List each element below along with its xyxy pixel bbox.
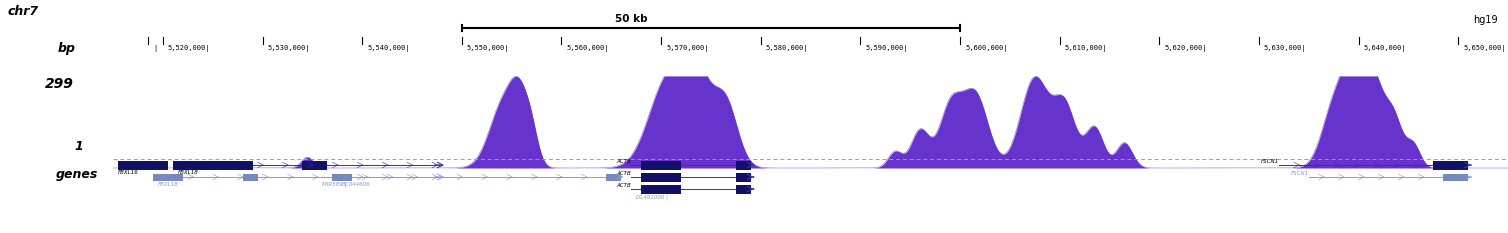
Text: |: | [152,45,157,52]
Bar [641,172,682,182]
Text: FSCN1: FSCN1 [1261,159,1279,164]
Bar [1443,174,1469,181]
Text: 5,610,000|: 5,610,000| [1065,45,1107,52]
Text: FBXL16: FBXL16 [118,171,139,175]
Text: 1: 1 [74,140,83,153]
Text: 5,540,000|: 5,540,000| [366,45,410,52]
Bar [736,185,751,193]
Bar [152,174,182,181]
Bar [303,161,327,169]
Text: 299: 299 [45,77,74,91]
Bar [1433,161,1469,169]
Text: genes: genes [56,168,98,181]
Text: BC044606: BC044606 [342,182,371,186]
Text: 5,550,000|: 5,550,000| [467,45,510,52]
Bar [736,161,751,169]
Text: FBXL18: FBXL18 [158,182,178,186]
Bar [243,174,258,181]
Text: hg19: hg19 [1473,15,1497,25]
Text: DL492006 |: DL492006 | [636,195,668,200]
Text: MIR589 |: MIR589 | [323,182,347,187]
Text: 5,560,000|: 5,560,000| [567,45,609,52]
Text: ACTB: ACTB [617,171,632,176]
Text: 5,630,000|: 5,630,000| [1264,45,1306,52]
Bar [641,185,682,193]
Text: 5,520,000|: 5,520,000| [167,45,211,52]
Text: 50 kb: 50 kb [615,14,647,24]
Text: ACTB: ACTB [617,159,632,164]
Text: 5,530,000|: 5,530,000| [267,45,311,52]
Bar [118,161,167,169]
Text: FSCN1: FSCN1 [1291,171,1309,176]
Text: 5,590,000|: 5,590,000| [866,45,908,52]
Bar [736,172,751,182]
Bar [641,161,682,169]
Text: chr7: chr7 [8,5,39,18]
Text: 5,600,000|: 5,600,000| [965,45,1007,52]
Bar [173,161,253,169]
Text: 5,640,000|: 5,640,000| [1363,45,1405,52]
Bar [606,174,621,181]
Text: ACTB: ACTB [617,183,632,188]
Bar [332,174,353,181]
Text: 5,570,000|: 5,570,000| [667,45,709,52]
Text: bp: bp [57,42,75,55]
Text: FBXL18: FBXL18 [178,171,199,175]
Text: 5,620,000|: 5,620,000| [1164,45,1206,52]
Text: 5,580,000|: 5,580,000| [766,45,808,52]
Text: 5,650,000|: 5,650,000| [1463,45,1505,52]
